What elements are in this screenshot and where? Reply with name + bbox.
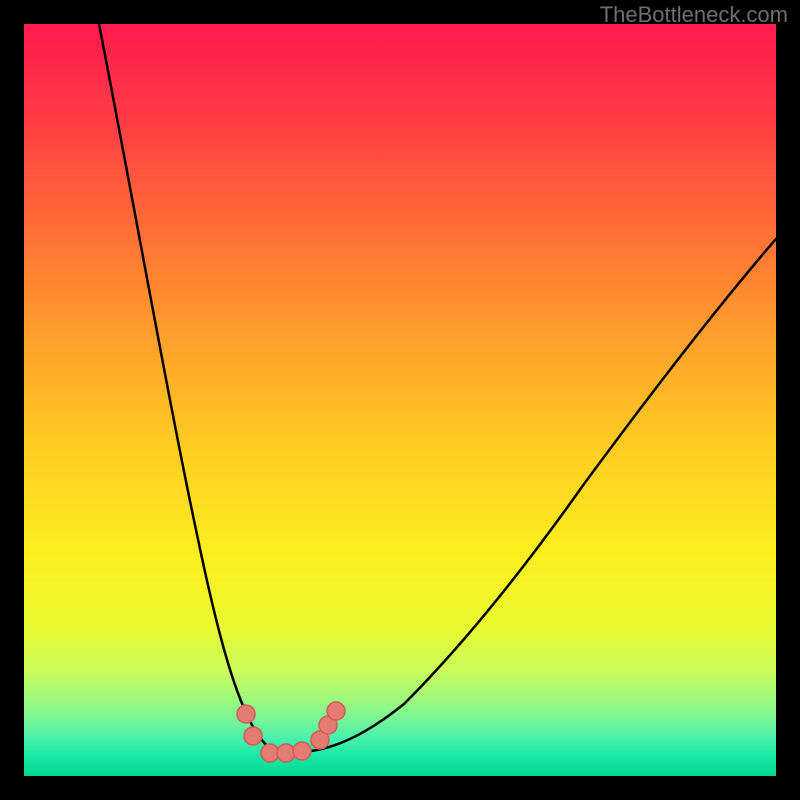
- valley-marker: [277, 744, 295, 762]
- chart-root: TheBottleneck.com: [0, 0, 800, 800]
- valley-marker: [293, 742, 311, 760]
- valley-marker: [327, 702, 345, 720]
- valley-marker: [244, 727, 262, 745]
- bottleneck-curve-svg: [24, 24, 776, 776]
- valley-marker: [237, 705, 255, 723]
- gradient-background: [24, 24, 776, 776]
- watermark-text: TheBottleneck.com: [600, 2, 788, 28]
- plot-area: [24, 24, 776, 776]
